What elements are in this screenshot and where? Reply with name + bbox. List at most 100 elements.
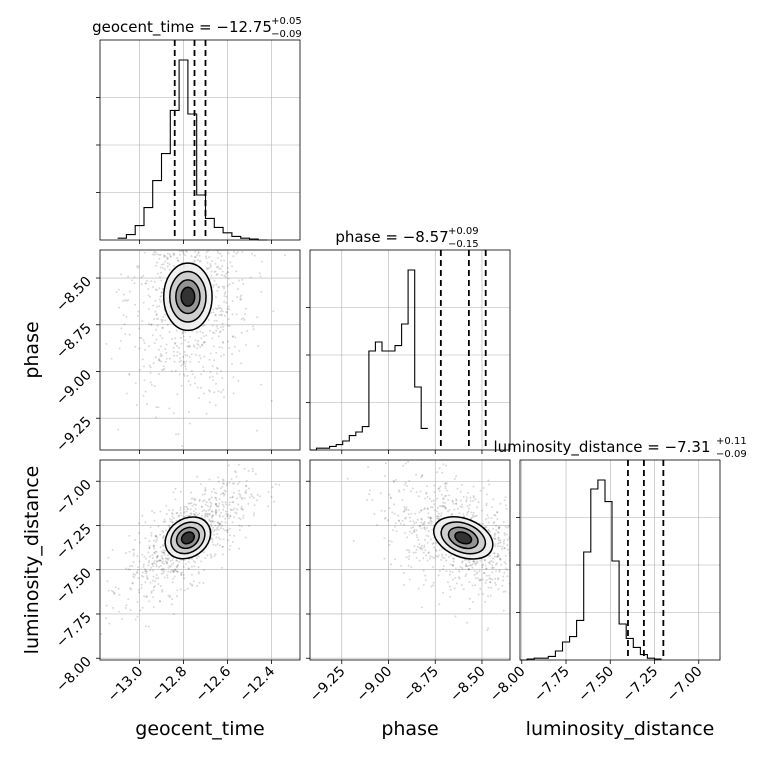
sample-point <box>154 534 157 537</box>
sample-point <box>213 270 216 273</box>
sample-point <box>166 323 169 326</box>
sample-point <box>557 571 559 573</box>
sample-point <box>152 362 155 365</box>
sample-point <box>235 512 238 515</box>
sample-point <box>222 505 225 508</box>
sample-point <box>465 500 468 503</box>
sample-point <box>485 504 488 507</box>
sample-point <box>233 217 235 219</box>
sample-point <box>383 557 386 560</box>
sample-point <box>214 270 217 273</box>
sample-point <box>186 514 189 517</box>
sample-point <box>217 286 220 289</box>
sample-point <box>278 483 281 486</box>
sample-point <box>176 393 179 396</box>
sample-point <box>229 261 232 264</box>
sample-point <box>169 506 171 508</box>
sample-point <box>212 514 215 517</box>
sample-point <box>512 593 514 595</box>
sample-point <box>152 545 155 548</box>
sample-point <box>224 275 227 278</box>
sample-point <box>237 242 239 244</box>
sample-point <box>198 354 201 357</box>
sample-point <box>449 595 451 598</box>
sample-point <box>214 314 217 316</box>
sample-point <box>437 517 440 520</box>
sample-point <box>221 265 224 268</box>
sample-point <box>352 540 355 542</box>
sample-point <box>131 582 134 585</box>
sample-point <box>161 557 164 560</box>
sample-point <box>176 566 178 569</box>
sample-point <box>228 325 231 327</box>
sample-point <box>180 384 183 387</box>
sample-point <box>231 353 234 355</box>
sample-point <box>197 361 200 364</box>
sample-point <box>494 532 497 535</box>
sample-point <box>161 267 164 269</box>
sample-point <box>429 517 432 519</box>
x-axis-label-geocent_time: geocent_time <box>135 718 264 740</box>
sample-point <box>124 299 126 302</box>
sample-point <box>202 241 204 243</box>
sample-point <box>391 511 394 514</box>
sample-point <box>563 584 565 586</box>
sample-point <box>414 551 417 554</box>
sample-point <box>427 516 430 519</box>
sample-point <box>179 506 182 509</box>
sample-point <box>232 335 235 338</box>
sample-point <box>461 506 464 509</box>
sample-point <box>489 581 492 584</box>
sample-point <box>222 325 225 328</box>
sample-point <box>157 525 160 528</box>
sample-point <box>177 259 180 262</box>
sample-point <box>168 263 171 266</box>
sample-point <box>212 284 215 287</box>
sample-point <box>496 511 499 514</box>
sample-point <box>215 174 217 176</box>
sample-point <box>175 329 178 332</box>
sample-point <box>253 512 256 515</box>
sample-point <box>545 551 547 553</box>
sample-point <box>234 470 236 473</box>
sample-point <box>184 365 187 368</box>
sample-point <box>218 523 221 526</box>
sample-point <box>203 341 206 343</box>
sample-point <box>155 314 158 316</box>
sample-point <box>181 332 184 335</box>
sample-point <box>219 511 222 514</box>
sample-point <box>177 347 180 349</box>
sample-point <box>99 243 101 245</box>
sample-point <box>523 544 525 546</box>
sample-point <box>227 271 229 274</box>
sample-point <box>158 373 160 375</box>
sample-point <box>147 294 150 297</box>
sample-point <box>168 217 170 219</box>
sample-point <box>481 566 484 569</box>
sample-point <box>179 246 181 248</box>
sample-point <box>157 246 159 248</box>
sample-point <box>148 547 151 549</box>
sample-point <box>163 255 166 258</box>
sample-point <box>142 339 145 342</box>
sample-point <box>117 288 120 291</box>
sample-point <box>154 300 157 302</box>
sample-point <box>173 350 175 353</box>
sample-point <box>492 528 495 530</box>
sample-point <box>124 333 127 336</box>
sample-point <box>469 564 472 566</box>
sample-point <box>404 462 407 465</box>
sample-point <box>200 514 203 517</box>
sample-point <box>409 490 412 493</box>
sample-point <box>200 245 202 247</box>
sample-point <box>168 407 171 410</box>
sample-point <box>451 513 454 516</box>
sample-point <box>207 318 210 321</box>
sample-point <box>164 557 167 560</box>
sample-point <box>178 360 181 363</box>
hist-panel-phase: phase = −8.57 +0.09−0.15 <box>306 226 511 454</box>
sample-point <box>436 497 439 500</box>
sample-point <box>219 330 222 333</box>
sample-point <box>419 547 422 550</box>
sample-point <box>215 496 218 499</box>
